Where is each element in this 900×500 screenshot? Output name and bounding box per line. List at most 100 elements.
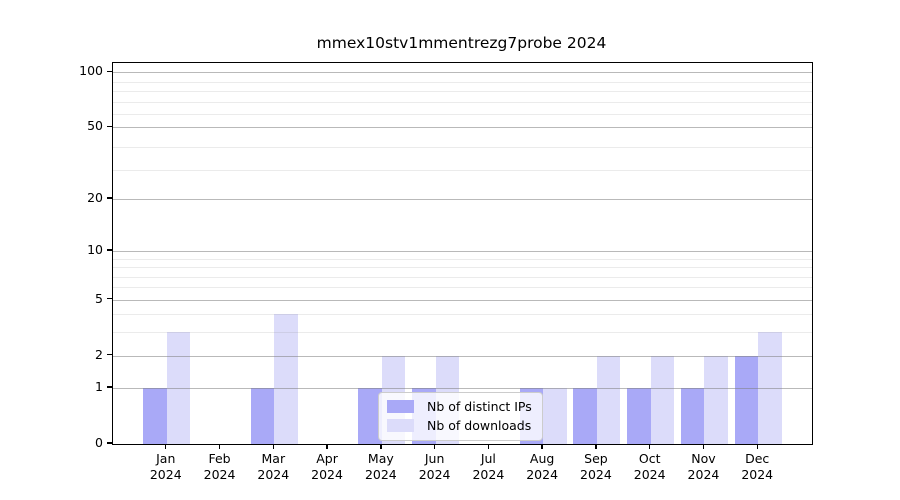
bar-distinct-ips: [250, 388, 275, 444]
gridline-major: [113, 198, 812, 200]
legend-item-distinct-ips: Nb of distinct IPs: [387, 399, 532, 414]
y-tick-label: 0: [95, 435, 103, 450]
y-tick-mark: [107, 442, 112, 444]
x-tick-month: Jul: [480, 451, 496, 466]
gridline-major: [113, 388, 812, 390]
x-tick-year: 2024: [633, 467, 666, 482]
gridline-minor: [113, 332, 812, 334]
x-tick-label: Jul 2024: [457, 451, 519, 483]
x-tick-month: Feb: [208, 451, 231, 466]
bar-distinct-ips: [680, 388, 705, 444]
x-tick-mark: [756, 444, 758, 450]
gridline-major: [113, 72, 812, 74]
x-tick-label: Aug 2024: [511, 451, 573, 483]
bar-distinct-ips: [627, 388, 651, 444]
gridline-minor: [113, 91, 812, 93]
x-tick-mark: [272, 444, 274, 450]
x-tick-mark: [165, 444, 167, 450]
x-tick-label: Nov 2024: [672, 451, 734, 483]
gridline-minor: [113, 170, 812, 172]
gridline-minor: [113, 258, 812, 260]
y-tick-label: 50: [87, 118, 103, 134]
legend-label-downloads: Nb of downloads: [427, 418, 532, 433]
x-tick-label: Mar 2024: [242, 451, 304, 483]
x-tick-mark: [541, 444, 543, 450]
legend-swatch-distinct-ips: [387, 400, 414, 413]
plot-area: [112, 62, 813, 445]
bar-downloads: [596, 355, 621, 444]
y-tick-label: 2: [95, 346, 103, 362]
x-tick-month: Jan: [156, 451, 176, 466]
x-tick-year: 2024: [418, 467, 451, 482]
y-tick-label: 100: [79, 63, 103, 79]
bar-downloads: [650, 355, 675, 444]
x-tick-label: Apr 2024: [296, 451, 358, 483]
x-tick-label: Jun 2024: [404, 451, 466, 483]
x-tick-mark: [487, 444, 490, 450]
bar-distinct-ips: [734, 355, 759, 444]
legend-swatch-downloads: [387, 419, 414, 432]
y-tick-mark: [107, 249, 112, 251]
gridline-major: [113, 127, 812, 129]
gridline-major: [113, 299, 812, 301]
gridline-minor: [113, 114, 812, 116]
chart-title: mmex10stv1mmentrezg7probe 2024: [316, 34, 607, 52]
y-tick-mark: [107, 197, 112, 199]
x-tick-label: Dec 2024: [726, 451, 788, 483]
x-tick-year: 2024: [364, 467, 397, 482]
x-tick-year: 2024: [472, 467, 505, 482]
x-tick-year: 2024: [687, 467, 720, 482]
x-tick-mark: [218, 444, 221, 450]
x-tick-label: Sep 2024: [565, 451, 627, 483]
gridline-minor: [113, 146, 812, 148]
gridline-minor: [113, 267, 812, 269]
y-tick-label: 20: [87, 189, 103, 205]
x-tick-year: 2024: [741, 467, 774, 482]
y-tick-mark: [107, 125, 112, 128]
x-tick-month: Jun: [424, 451, 445, 466]
y-tick-mark: [107, 386, 112, 388]
gridline-minor: [113, 101, 812, 103]
legend-label-distinct-ips: Nb of distinct IPs: [427, 399, 532, 414]
x-tick-month: Sep: [584, 451, 608, 466]
bar-downloads: [543, 388, 567, 444]
x-tick-year: 2024: [580, 467, 612, 482]
x-tick-year: 2024: [526, 467, 559, 482]
x-tick-label: May 2024: [350, 451, 412, 483]
gridline-minor: [113, 276, 812, 278]
x-tick-mark: [380, 444, 382, 450]
x-tick-year: 2024: [257, 467, 290, 482]
x-tick-month: May: [367, 451, 394, 466]
bar-distinct-ips: [573, 388, 597, 444]
bar-downloads: [274, 314, 298, 444]
x-tick-label: Oct 2024: [619, 451, 681, 483]
x-tick-month: Apr: [316, 451, 338, 466]
x-tick-mark: [702, 444, 705, 450]
gridline-minor: [113, 287, 812, 289]
gridline-major: [113, 250, 812, 252]
x-tick-mark: [648, 444, 651, 450]
bar-downloads: [704, 355, 728, 444]
x-tick-month: Oct: [638, 451, 661, 466]
x-tick-year: 2024: [311, 467, 343, 482]
x-tick-year: 2024: [203, 467, 236, 482]
y-tick-mark: [107, 70, 112, 73]
bar-distinct-ips: [358, 388, 382, 444]
y-tick-label: 1: [95, 379, 103, 395]
x-tick-mark: [595, 444, 597, 450]
x-tick-month: Aug: [529, 451, 555, 466]
gridline-major: [113, 355, 812, 357]
x-tick-month: Nov: [691, 451, 716, 466]
x-tick-month: Mar: [261, 451, 286, 466]
legend-item-downloads: Nb of downloads: [387, 418, 532, 433]
y-tick-label: 10: [87, 241, 103, 257]
x-tick-month: Dec: [745, 451, 770, 466]
x-tick-label: Jan 2024: [135, 451, 197, 483]
x-tick-label: Feb 2024: [189, 451, 251, 483]
x-tick-year: 2024: [149, 467, 182, 482]
legend: Nb of distinct IPs Nb of downloads: [378, 392, 543, 441]
gridline-minor: [113, 81, 812, 83]
y-tick-mark: [107, 353, 112, 356]
y-tick-label: 5: [95, 290, 103, 306]
